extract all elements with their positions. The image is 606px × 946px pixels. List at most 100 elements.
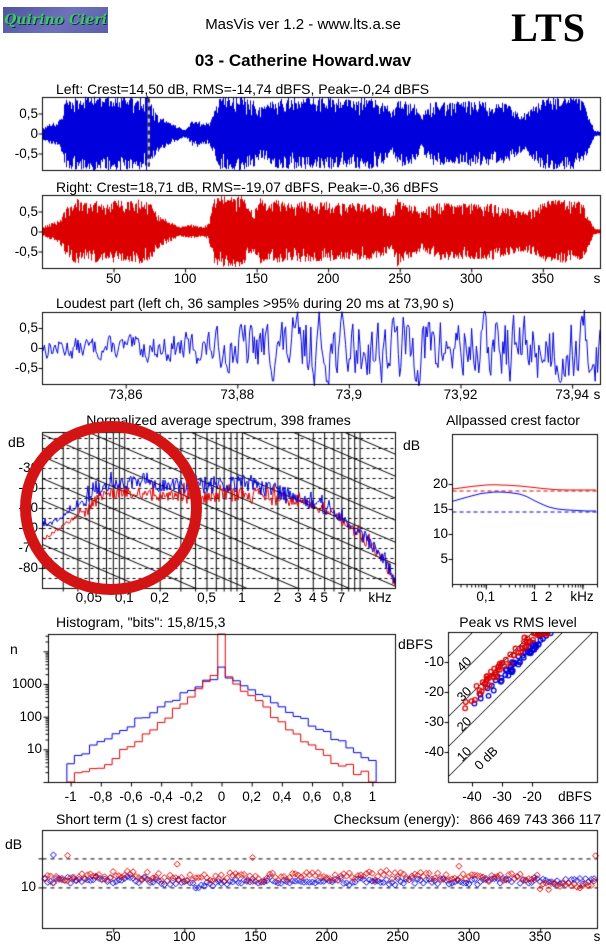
short-term-crest-title: Short term (1 s) crest factor [56, 811, 227, 827]
tick-label: 200 [316, 271, 340, 286]
tick-label: 7 [337, 590, 346, 605]
tick-label: 1 [238, 590, 246, 605]
tick-label: -20 [424, 683, 444, 699]
tick-label: -1 [64, 789, 77, 804]
tick-label: 350 [528, 929, 552, 944]
allpassed-ylabel: dB [403, 437, 421, 453]
tick-label: -0,5 [14, 243, 38, 259]
loudest-part-title: Loudest part (left ch, 36 samples >95% d… [56, 295, 455, 311]
tick-label: 73,92 [443, 387, 478, 402]
tick-label: 0,5 [19, 319, 38, 335]
tick-label: -0,5 [14, 359, 38, 375]
tick-label: 1000 [11, 675, 42, 691]
tick-label: 10 [26, 741, 42, 757]
tick-label: 1 [530, 589, 538, 604]
tick-label: -30 [492, 789, 512, 804]
tick-label: 0,6 [302, 789, 322, 804]
tick-label: 0,5 [197, 590, 216, 605]
tick-label: 0,4 [272, 789, 292, 804]
loudest-part-plot [42, 312, 600, 384]
tick-label: 100 [173, 929, 196, 944]
tick-label: 350 [531, 271, 555, 286]
tick-label: 50 [106, 271, 122, 286]
short-term-crest-ylabel: dB [5, 836, 23, 852]
tick-label: 73,94 [555, 387, 589, 402]
checksum-value: 866 469 743 366 117 [469, 811, 601, 827]
tick-label: 10 [20, 879, 36, 895]
tick-label: 0,1 [476, 589, 496, 604]
tick-label: 15 [432, 500, 448, 516]
tick-label: 1 [368, 789, 377, 804]
histogram-plot [48, 634, 395, 782]
spectrum-ylabel: dB [8, 434, 26, 450]
waveform-left-plot [42, 97, 600, 170]
tick-label: -0,6 [119, 789, 143, 804]
tick-label: 3 [294, 590, 302, 605]
checksum-label: Checksum (energy): [333, 811, 460, 827]
tick-label: 73,9 [335, 387, 363, 402]
tick-label: s [593, 929, 601, 944]
short-term-crest-plot [42, 830, 597, 928]
histogram-title: Histogram, "bits": 15,8/15,3 [56, 614, 226, 630]
tick-label: 0 [30, 223, 38, 239]
tick-label: -0,4 [149, 789, 173, 804]
allpassed-title: Allpassed crest factor [446, 412, 580, 428]
waveform-right-plot [42, 195, 600, 268]
tick-label: 4 [308, 590, 317, 605]
tick-label: 0 [30, 339, 38, 355]
tick-label: 0,2 [242, 789, 262, 804]
tick-label: 2 [544, 589, 553, 604]
tick-label: 50 [105, 929, 121, 944]
tick-label: 73,86 [108, 387, 143, 402]
tick-label: 100 [173, 271, 197, 286]
tick-label: 10 [432, 525, 448, 541]
tick-label: -40 [462, 789, 482, 804]
tick-label: -30 [424, 713, 444, 729]
tick-label: -10 [424, 653, 444, 669]
tick-label: 0,8 [332, 789, 352, 804]
tick-label: -20 [522, 789, 542, 804]
tick-label: -0,2 [179, 789, 203, 804]
tick-label: 200 [315, 929, 338, 944]
tick-label: dBFS [558, 789, 592, 804]
tick-label: 0 [30, 125, 38, 141]
allpassed-crest-plot [452, 434, 597, 584]
tick-label: 250 [386, 929, 410, 944]
tick-label: 73,88 [220, 387, 255, 402]
tick-label: 5 [440, 550, 448, 566]
tick-label: 0,5 [19, 203, 38, 219]
tick-label: 150 [245, 271, 268, 286]
tick-label: s [593, 387, 601, 402]
tick-label: -80 [18, 559, 38, 575]
tick-label: -0,8 [89, 789, 113, 804]
peak-vs-rms-plot [448, 632, 597, 782]
tick-label: -0,5 [14, 145, 38, 161]
checksum: Checksum (energy): 866 469 743 366 117 [334, 811, 601, 827]
tick-label: 250 [388, 271, 411, 286]
tick-label: 100 [19, 708, 42, 724]
tick-label: -40 [424, 743, 444, 759]
peak-vs-rms-title: Peak vs RMS level [459, 614, 577, 630]
annotation-circle [20, 421, 202, 595]
logo-quirino-cieri: Quirino Cieri [3, 7, 108, 33]
tick-label: s [593, 271, 601, 286]
app-version-line: MasVis ver 1.2 - www.lts.a.se [205, 16, 401, 33]
tick-label: kHz [368, 590, 392, 605]
file-title: 03 - Catherine Howard.wav [194, 51, 412, 70]
brand-lts: LTS [511, 5, 586, 50]
tick-label: 150 [244, 929, 267, 944]
tick-label: 300 [457, 929, 481, 944]
peak-vs-rms-ylabel: dBFS [398, 636, 434, 652]
histogram-ylabel: n [10, 641, 18, 657]
waveform-right-title: Right: Crest=18,71 dB, RMS=-19,07 dBFS, … [56, 179, 439, 195]
tick-label: 2 [273, 590, 282, 605]
spectrum-title: Normalized average spectrum, 398 frames [86, 412, 351, 428]
waveform-left-title: Left: Crest=14,50 dB, RMS=-14,74 dBFS, P… [56, 81, 430, 97]
tick-label: 5 [320, 590, 328, 605]
tick-label: kHz [570, 589, 594, 604]
tick-label: 20 [432, 475, 448, 491]
tick-label: 0,5 [19, 105, 38, 121]
tick-label: 0 [217, 789, 226, 804]
tick-label: 0,2 [150, 590, 170, 605]
